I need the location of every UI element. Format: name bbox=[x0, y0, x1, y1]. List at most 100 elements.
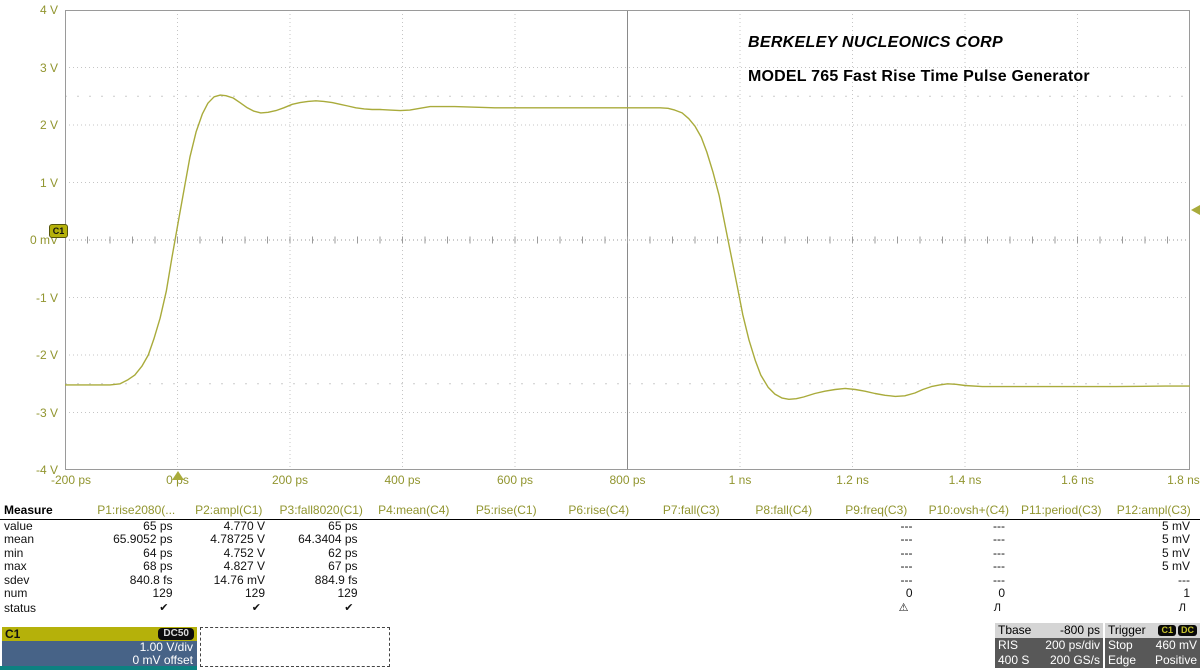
measure-column-header[interactable]: P1:rise2080(... bbox=[97, 503, 176, 517]
measure-cell bbox=[460, 520, 553, 533]
measure-cell: 67 ps bbox=[328, 559, 358, 574]
measure-row-min: min 64 ps 4.752 V 62 ps --- --- 5 mV bbox=[0, 545, 1200, 560]
x-axis-tick-label: 1.2 ns bbox=[836, 473, 869, 487]
measure-status-icon: ✔ bbox=[159, 602, 169, 615]
measure-cell: 68 ps bbox=[143, 559, 173, 574]
measure-cell bbox=[553, 533, 646, 546]
measure-cell: 64 ps bbox=[143, 545, 173, 560]
measure-cell: 0 bbox=[905, 585, 913, 600]
measure-cell bbox=[553, 587, 646, 600]
trigger-time-marker[interactable] bbox=[172, 471, 184, 480]
measure-cell: 129 bbox=[244, 585, 265, 600]
measure-cell: 65 ps bbox=[143, 519, 173, 533]
trigger-level-marker[interactable] bbox=[1191, 205, 1200, 215]
y-axis-tick-label: -3 V bbox=[35, 405, 58, 420]
empty-trace-slot[interactable] bbox=[200, 627, 390, 667]
measure-row-label: max bbox=[4, 559, 27, 574]
x-axis-tick-label: 200 ps bbox=[271, 473, 309, 487]
measure-status-icon bbox=[738, 600, 831, 617]
measure-cell bbox=[1015, 520, 1108, 533]
measure-status-icon bbox=[645, 600, 738, 617]
measure-cell bbox=[645, 574, 738, 587]
measure-cell: --- bbox=[900, 572, 913, 587]
measure-column-header[interactable]: P11:period(C3) bbox=[1021, 503, 1102, 517]
trigger-box[interactable]: Trigger C1 DC Stop 460 mV Edge Positive bbox=[1105, 623, 1200, 668]
measure-column-header[interactable]: P2:ampl(C1) bbox=[195, 503, 263, 517]
measure-cell bbox=[1015, 560, 1108, 573]
trigger-slope: Positive bbox=[1154, 653, 1197, 667]
measure-cell: 1 bbox=[1183, 585, 1190, 600]
y-axis-tick-label: -1 V bbox=[35, 290, 58, 305]
measure-cell bbox=[460, 560, 553, 573]
measure-column-header[interactable]: P3:fall8020(C1) bbox=[279, 503, 363, 517]
measure-column-header[interactable]: P8:fall(C4) bbox=[755, 503, 813, 517]
measure-cell: 0 bbox=[998, 585, 1005, 600]
measure-column-header[interactable]: P12:ampl(C3) bbox=[1116, 503, 1191, 517]
measure-cell bbox=[738, 520, 831, 533]
measure-row-mean: mean 65.9052 ps 4.78725 V 64.3404 ps --- --- 5… bbox=[0, 532, 1200, 547]
trigger-label: Trigger bbox=[1108, 623, 1146, 637]
measure-row-status: status ✔ ✔ ✔ ⚠ Л Л bbox=[0, 600, 1200, 617]
measure-cell: 840.8 fs bbox=[129, 572, 173, 587]
measure-column-header[interactable]: P5:rise(C1) bbox=[475, 503, 537, 517]
measure-cell: 4.770 V bbox=[223, 519, 265, 533]
y-axis-tick-label: -2 V bbox=[35, 348, 58, 362]
annotation-model: MODEL 765 Fast Rise Time Pulse Generator bbox=[748, 68, 1090, 85]
channel-zero-marker[interactable]: C1 bbox=[49, 224, 68, 238]
trigger-settings: Stop 460 mV Edge Positive bbox=[1105, 638, 1200, 668]
measure-column-header[interactable]: P9:freq(C3) bbox=[845, 503, 908, 517]
timebase-box[interactable]: Tbase -800 ps RIS 200 ps/div 400 S 200 G… bbox=[995, 623, 1103, 668]
measure-cell bbox=[460, 574, 553, 587]
trigger-type: Edge bbox=[1108, 653, 1137, 667]
y-axis-tick-label: 1 V bbox=[39, 175, 58, 190]
x-axis-tick-label: 1 ns bbox=[728, 473, 752, 487]
measure-column-header[interactable]: P6:rise(C4) bbox=[568, 503, 630, 517]
measure-row-value: value 65 ps 4.770 V 65 ps --- --- 5 mV bbox=[0, 519, 1200, 533]
measure-row-label: sdev bbox=[4, 572, 30, 587]
timebase-mode: RIS bbox=[998, 638, 1019, 652]
measure-cell bbox=[1015, 587, 1108, 600]
channel-vdiv-label: 1.00 V/div bbox=[139, 640, 193, 654]
measure-status-icon: ⚠ bbox=[898, 602, 909, 615]
y-axis-tick-label: 2 V bbox=[39, 118, 58, 132]
trigger-header: Trigger C1 DC bbox=[1105, 623, 1200, 638]
measure-cell: 4.827 V bbox=[223, 559, 265, 574]
timebase-samples: 400 S bbox=[998, 653, 1030, 667]
y-axis-tick-label: 3 V bbox=[39, 60, 58, 75]
x-axis-tick-label: 1.6 ns bbox=[1061, 473, 1094, 487]
y-axis-tick-label: 4 V bbox=[39, 3, 58, 17]
measure-cell: 62 ps bbox=[328, 545, 358, 560]
measure-table: Measure P1:rise2080(... P2:ampl(C1) P3:fall… bbox=[0, 502, 1200, 617]
measure-cell bbox=[460, 533, 553, 546]
channel-name-label: C1 bbox=[5, 627, 21, 641]
measure-cell: 65 ps bbox=[328, 519, 358, 533]
channel-descriptor-box[interactable]: C1 DC50 1.00 V/div 0 mV offset bbox=[2, 627, 197, 668]
measure-cell: --- bbox=[993, 545, 1005, 560]
measure-cell bbox=[368, 587, 461, 600]
trigger-coupling-badge: DC bbox=[1178, 625, 1197, 636]
measure-status-icon: Л bbox=[993, 602, 1001, 615]
measure-corner-label: Measure bbox=[4, 503, 53, 517]
measure-status-icon bbox=[460, 600, 553, 617]
measure-status-icon bbox=[553, 600, 646, 617]
measure-column-header[interactable]: P10:ovsh+(C4) bbox=[928, 503, 1009, 517]
annotation-company: BERKELEY NUCLEONICS CORP bbox=[748, 34, 1003, 51]
x-axis-tick-label: 1.8 ns bbox=[1167, 473, 1200, 487]
measure-cell: --- bbox=[900, 532, 913, 547]
measure-header-row: Measure P1:rise2080(... P2:ampl(C1) P3:fall… bbox=[0, 502, 1200, 520]
channel2-color-strip bbox=[0, 666, 197, 670]
measure-cell: 884.9 fs bbox=[314, 572, 358, 587]
trigger-source-badge: C1 bbox=[1158, 625, 1176, 636]
measure-column-header[interactable]: P7:fall(C3) bbox=[662, 503, 720, 517]
measure-cell: 5 mV bbox=[1161, 519, 1190, 533]
measure-column-header[interactable]: P4:mean(C4) bbox=[378, 503, 450, 517]
measure-cell: 5 mV bbox=[1161, 545, 1190, 560]
measure-cell bbox=[460, 587, 553, 600]
x-axis-tick-label: 800 ps bbox=[609, 473, 646, 487]
channel-header: C1 DC50 bbox=[2, 627, 197, 641]
measure-cell: 129 bbox=[152, 585, 173, 600]
measure-cell bbox=[553, 574, 646, 587]
measure-cell: --- bbox=[1178, 572, 1190, 587]
measure-cell bbox=[738, 547, 831, 560]
